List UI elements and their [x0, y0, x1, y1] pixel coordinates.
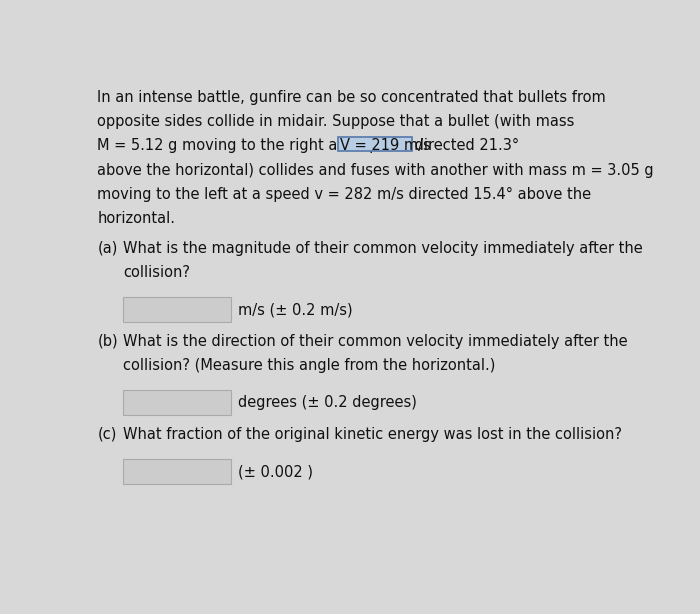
Text: (c): (c)	[97, 427, 117, 442]
Text: collision?: collision?	[122, 265, 190, 280]
Text: What is the magnitude of their common velocity immediately after the: What is the magnitude of their common ve…	[122, 241, 643, 255]
Text: opposite sides collide in midair. Suppose that a bullet (with mass: opposite sides collide in midair. Suppos…	[97, 114, 575, 130]
Text: moving to the left at a speed v = 282 m/s directed 15.4° above the: moving to the left at a speed v = 282 m/…	[97, 187, 592, 201]
Bar	[122, 459, 231, 484]
Text: directed 21.3°: directed 21.3°	[410, 138, 519, 154]
Bar	[122, 297, 231, 322]
Text: (a): (a)	[97, 241, 118, 255]
Text: horizontal.: horizontal.	[97, 211, 175, 226]
Text: In an intense battle, gunfire can be so concentrated that bullets from: In an intense battle, gunfire can be so …	[97, 90, 606, 105]
Text: V = 219 m/s: V = 219 m/s	[340, 138, 430, 154]
Text: above the horizontal) collides and fuses with another with mass m = 3.05 g: above the horizontal) collides and fuses…	[97, 163, 654, 177]
Text: m/s (± 0.2 m/s): m/s (± 0.2 m/s)	[238, 302, 352, 317]
Bar	[338, 137, 412, 152]
Text: What is the direction of their common velocity immediately after the: What is the direction of their common ve…	[122, 334, 627, 349]
Text: (b): (b)	[97, 334, 118, 349]
Text: M = 5.12 g moving to the right at a speed: M = 5.12 g moving to the right at a spee…	[97, 138, 410, 154]
Bar	[122, 391, 231, 415]
Text: What fraction of the original kinetic energy was lost in the collision?: What fraction of the original kinetic en…	[122, 427, 622, 442]
Text: collision? (Measure this angle from the horizontal.): collision? (Measure this angle from the …	[122, 358, 495, 373]
Text: degrees (± 0.2 degrees): degrees (± 0.2 degrees)	[238, 395, 416, 410]
Text: (± 0.002 ): (± 0.002 )	[238, 464, 313, 480]
